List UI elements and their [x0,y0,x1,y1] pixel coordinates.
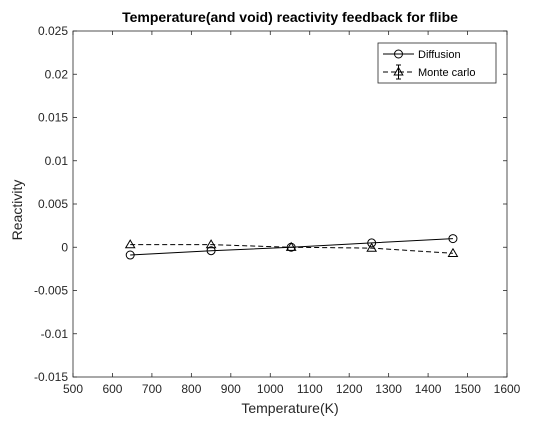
x-tick-label: 1400 [415,382,442,396]
y-tick-label: 0 [61,240,68,254]
data-point-monte-carlo [366,242,378,252]
plot-area: 500 600 700 800 900 1000 1100 1200 1300 1400 1500 1… [34,24,521,396]
data-point-diffusion [206,246,216,256]
x-tick-label: 1300 [375,382,402,396]
chart-title: Temperature(and void) reactivity feedbac… [122,9,458,25]
x-tick-label: 900 [221,382,241,396]
x-tick-label: 800 [181,382,201,396]
axes-box [72,30,508,378]
data-point-monte-carlo [205,239,217,249]
legend-entry-monte-carlo: Monte carlo [383,64,475,80]
y-tick-label: -0.005 [34,284,68,298]
y-tick-label: -0.015 [34,370,68,384]
legend-label-diffusion: Diffusion [418,49,461,61]
x-tick-label: 1000 [257,382,284,396]
data-point-diffusion [125,250,135,260]
x-tick-label: 1100 [297,382,323,396]
y-tick-label: 0.005 [38,197,68,211]
y-tick-label: 0.015 [38,111,68,125]
legend: Diffusion Monte carlo [377,42,497,84]
x-tick-label: 700 [142,382,162,396]
y-tick-label: 0.01 [45,154,69,168]
x-tick-label: 1600 [494,382,521,396]
data-point-monte-carlo [124,239,136,249]
y-tick-label: -0.01 [41,327,69,341]
x-tick-label: 1500 [454,382,481,396]
series-line-monte-carlo [130,244,453,254]
data-point-monte-carlo [285,241,297,251]
legend-label-monte-carlo: Monte carlo [418,67,475,79]
y-tick-label: 0.025 [38,24,68,38]
x-tick-label: 600 [102,382,122,396]
x-tick-label: 500 [63,382,83,396]
y-axis-label: Reactivity [9,180,25,241]
data-point-monte-carlo [447,247,459,257]
legend-entry-diffusion: Diffusion [383,49,461,61]
x-tick-label: 1200 [336,382,363,396]
data-point-diffusion [448,234,458,244]
y-tick-label: 0.02 [45,67,69,81]
x-axis-label: Temperature(K) [241,400,338,416]
legend-marker-triangle [393,66,404,76]
data-point-diffusion [367,238,377,248]
legend-marker-circle [394,49,403,59]
